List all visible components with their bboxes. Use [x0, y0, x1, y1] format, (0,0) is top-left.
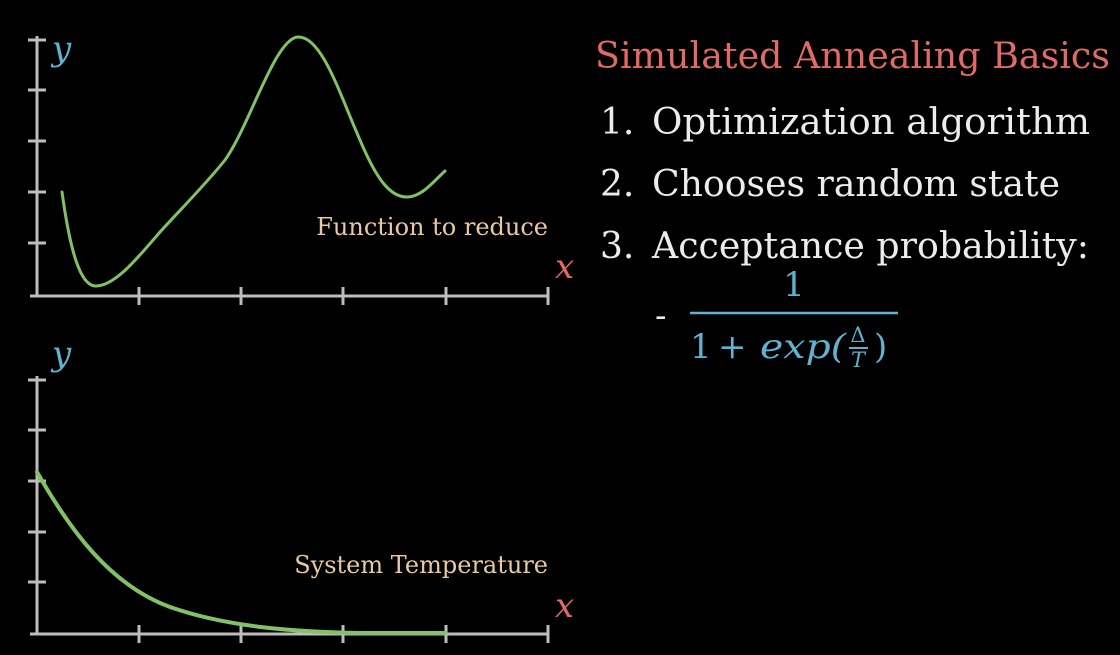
function-plot-y-axis [28, 36, 46, 296]
formula-denominator-one: 1 [690, 327, 712, 367]
formula-temperature: T [851, 348, 867, 372]
temperature-decay-curve [35, 470, 447, 636]
list-item: 1. Optimization algorithm [600, 102, 1090, 143]
formula-numerator: 1 [783, 265, 805, 305]
formula-bullet: - [655, 296, 667, 336]
list-item-number: 3. [600, 226, 634, 267]
formula-exp: exp( [760, 327, 847, 367]
list-item: 3. Acceptance probability: [600, 226, 1089, 267]
list-item-number: 2. [600, 164, 634, 205]
list-item-text: Acceptance probability: [651, 226, 1089, 267]
slide-title: Simulated Annealing Basics [595, 36, 1110, 77]
list-item-number: 1. [600, 102, 634, 143]
list-item-text: Optimization algorithm [652, 102, 1090, 143]
temperature-plot-x-axis [30, 625, 550, 643]
temperature-plot-y-axis [28, 376, 46, 634]
temperature-plot-x-label: x [555, 586, 574, 626]
function-plot-x-label: x [555, 247, 574, 287]
basics-list: 1. Optimization algorithm 2. Chooses ran… [600, 102, 1090, 267]
formula-delta: Δ [850, 323, 865, 347]
function-plot-y-label: y [50, 29, 72, 69]
formula-close-paren: ) [874, 327, 887, 367]
function-plot: y x Function to reduce [28, 29, 574, 305]
function-plot-caption: Function to reduce [316, 213, 548, 241]
temperature-plot: y x System Temperature [28, 334, 574, 643]
function-curve [60, 35, 447, 288]
list-item: 2. Chooses random state [600, 164, 1060, 205]
acceptance-probability-formula: - 1 1 + exp( Δ T ) [655, 265, 898, 372]
formula-plus-sign: + [718, 327, 747, 367]
list-item-text: Chooses random state [652, 164, 1060, 205]
temperature-plot-caption: System Temperature [294, 551, 548, 579]
function-plot-x-axis [30, 287, 550, 305]
temperature-plot-y-label: y [50, 334, 72, 374]
